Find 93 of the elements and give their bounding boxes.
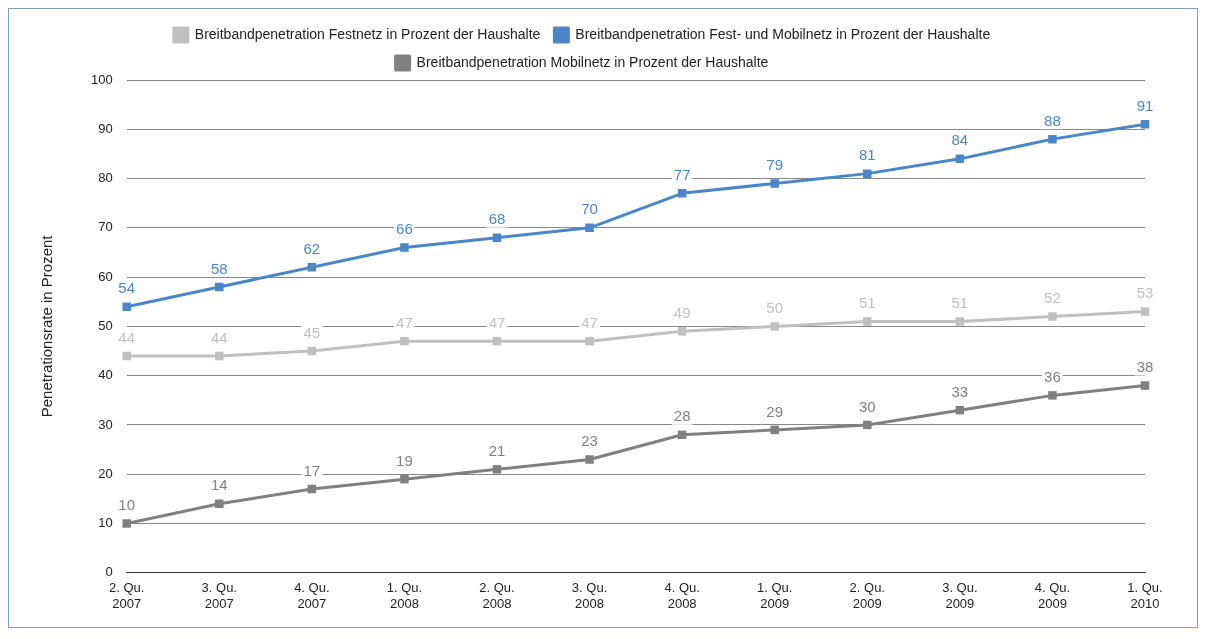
y-tick-label: 30 [98, 416, 113, 432]
x-tick-label: 2. Qu. 2009 [849, 580, 885, 611]
data-label: 58 [210, 259, 228, 277]
data-label: 51 [951, 294, 969, 312]
data-label: 62 [303, 239, 321, 257]
x-tick-label: 3. Qu. 2007 [201, 580, 237, 611]
data-label: 29 [766, 402, 784, 420]
point [585, 455, 594, 464]
data-label: 28 [673, 407, 691, 425]
data-label: 88 [1044, 111, 1061, 129]
data-label: 53 [1136, 284, 1154, 302]
data-label: 45 [303, 323, 321, 341]
point [1048, 391, 1057, 400]
x-tick-label: 2. Qu. 2008 [479, 580, 515, 611]
data-label: 81 [858, 146, 876, 164]
data-label: 36 [1044, 368, 1061, 386]
data-label: 66 [396, 220, 413, 238]
point [400, 243, 409, 252]
data-label: 47 [396, 313, 413, 331]
y-tick-label: 70 [98, 219, 113, 235]
point [215, 499, 224, 509]
point [122, 351, 131, 361]
x-tick-label: 3. Qu. 2008 [571, 580, 608, 611]
point [1048, 312, 1057, 321]
data-label: 77 [673, 165, 691, 183]
y-tick-label: 10 [98, 515, 113, 531]
y-tick-label: 80 [98, 170, 113, 186]
y-tick-label: 0 [105, 564, 113, 580]
y-tick-label: 60 [98, 268, 113, 284]
legend-label: Breitbandpenetration Mobilnetz in Prozent der Haushalte [416, 53, 769, 70]
point [1140, 381, 1150, 390]
x-tick-label: 1. Qu. 2008 [386, 580, 423, 611]
point [770, 425, 779, 435]
point [215, 282, 224, 292]
point [307, 263, 317, 272]
data-label: 10 [118, 496, 136, 514]
point [863, 169, 872, 178]
point [1048, 134, 1057, 144]
point [215, 351, 224, 361]
y-tick-label: 20 [98, 465, 113, 481]
data-label: 44 [210, 328, 228, 346]
x-tick-label: 4. Qu. 2008 [664, 580, 700, 611]
legend-label: Breitbandpenetration Fest- und Mobilnetz in Prozent der Haushalte [575, 25, 991, 42]
data-label: 51 [858, 294, 876, 312]
x-tick-label: 2. Qu. 2007 [108, 580, 145, 611]
point [585, 223, 594, 233]
y-tick-label: 90 [98, 120, 113, 136]
point [400, 336, 409, 346]
y-tick-label: 100 [90, 71, 113, 87]
point [1140, 307, 1150, 316]
data-label: 91 [1136, 96, 1154, 114]
data-label: 47 [581, 313, 598, 331]
data-label: 70 [581, 200, 598, 218]
x-tick-label: 1. Qu. 2010 [1127, 580, 1163, 611]
data-label: 23 [581, 432, 598, 450]
data-label: 14 [210, 476, 228, 494]
y-axis-title: Penetrationsrate in Prozent [38, 234, 56, 418]
data-label: 52 [1044, 289, 1061, 307]
point [770, 322, 779, 331]
data-label: 33 [951, 382, 969, 400]
x-tick-label: 4. Qu. 2007 [294, 580, 330, 611]
point [122, 302, 131, 311]
x-tick-label: 3. Qu. 2009 [942, 580, 978, 611]
point [400, 474, 409, 484]
legend-label: Breitbandpenetration Festnetz in Prozent der Haushalte [194, 25, 541, 42]
data-label: 54 [118, 279, 136, 297]
y-tick-label: 50 [98, 317, 113, 333]
data-label: 19 [396, 451, 413, 469]
point [122, 519, 131, 528]
data-label: 84 [951, 131, 969, 149]
point [492, 465, 502, 474]
data-label: 38 [1136, 358, 1154, 376]
x-tick-label: 4. Qu. 2009 [1034, 580, 1071, 611]
data-label: 49 [673, 303, 691, 321]
point [492, 233, 502, 242]
point [770, 179, 779, 188]
data-label: 21 [488, 441, 506, 459]
data-label: 44 [118, 328, 136, 346]
data-label: 17 [303, 461, 321, 479]
point [585, 336, 594, 346]
x-tick-label: 1. Qu. 2009 [756, 580, 793, 611]
data-label: 68 [488, 210, 506, 228]
data-label: 30 [858, 397, 876, 415]
data-label: 47 [488, 313, 506, 331]
point [863, 317, 872, 326]
point [677, 189, 687, 198]
data-label: 79 [766, 156, 784, 174]
y-tick-label: 40 [98, 367, 113, 383]
point [863, 420, 872, 430]
point [1140, 120, 1150, 129]
point [677, 327, 687, 336]
point [955, 317, 965, 326]
data-label: 50 [766, 299, 784, 317]
